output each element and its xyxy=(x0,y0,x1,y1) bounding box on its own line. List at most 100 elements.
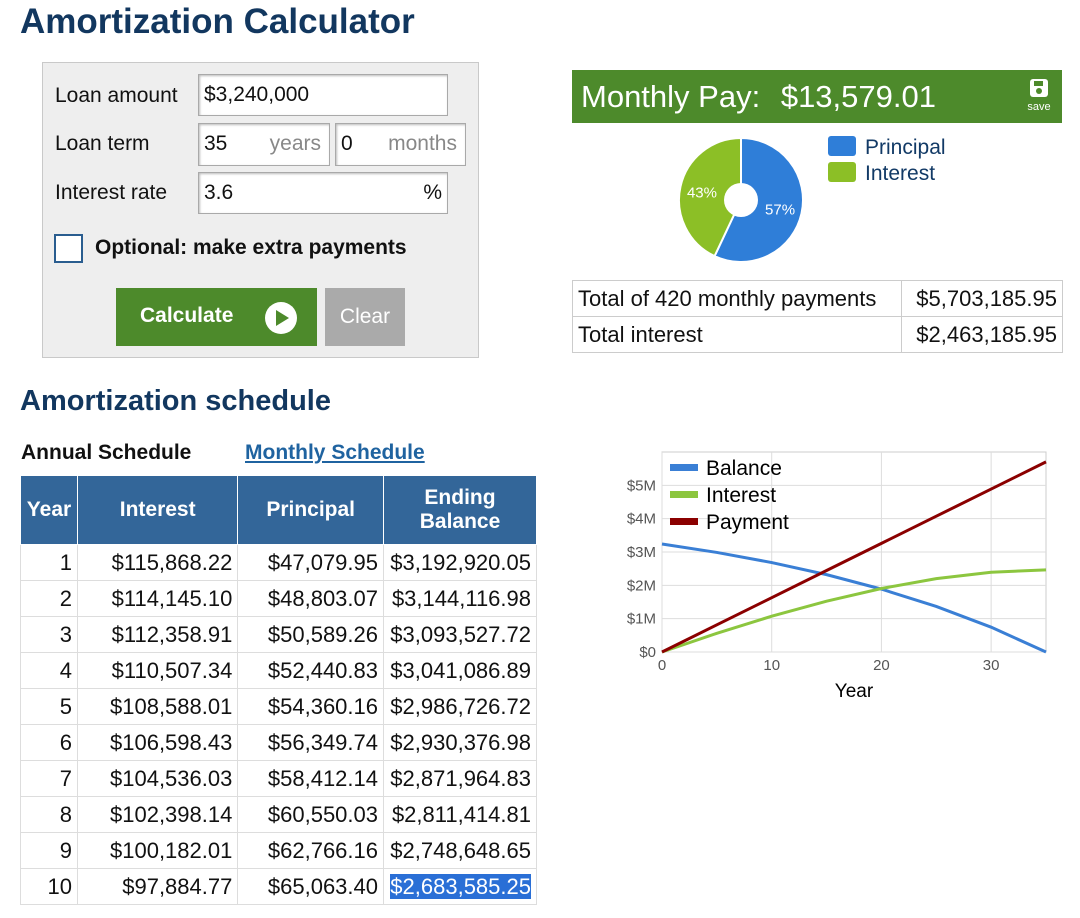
interest-value: 3.6 xyxy=(204,181,234,204)
schedule-row: 3 $112,358.91 $50,589.26 $3,093,527.72 xyxy=(20,616,537,653)
column-header: Year xyxy=(20,475,78,545)
cell-text: 9 xyxy=(59,837,72,863)
years-unit: years xyxy=(269,132,321,155)
term-years-input[interactable]: 35 years xyxy=(198,123,330,166)
summary-cell: Total interest xyxy=(572,316,902,353)
summary-cell: $2,463,185.95 xyxy=(900,316,1064,353)
save-button[interactable]: save xyxy=(1024,78,1054,113)
schedule-row: 9 $100,182.01 $62,766.16 $2,748,648.65 xyxy=(20,832,537,869)
annual-tab[interactable]: Annual Schedule xyxy=(21,441,192,464)
legend-label: Interest xyxy=(865,162,935,185)
page-title: Amortization Calculator xyxy=(20,2,415,41)
calculate-button[interactable]: Calculate xyxy=(116,288,317,346)
column-header: Principal xyxy=(237,475,384,545)
cell-text: 3 xyxy=(59,621,72,647)
cell-text: 8 xyxy=(59,801,72,827)
schedule-row: 10 $97,884.77 $65,063.40 $2,683,585.25 xyxy=(20,868,537,905)
schedule-cell: $97,884.77 xyxy=(76,868,239,905)
schedule-cell: $115,868.22 xyxy=(76,544,239,581)
x-tick-label: 20 xyxy=(873,657,890,674)
monthly-value: $13,579.01 xyxy=(780,79,936,114)
summary-cell: $5,703,185.95 xyxy=(900,280,1064,317)
schedule-cell: 5 xyxy=(20,688,78,725)
x-tick-label: 30 xyxy=(983,657,1000,674)
schedule-cell: 8 xyxy=(20,796,78,833)
cell-text: 7 xyxy=(59,765,72,791)
series-line xyxy=(661,542,1047,654)
schedule-cell: $58,412.14 xyxy=(237,760,384,797)
cell-text: $48,803.07 xyxy=(267,585,378,611)
schedule-cell: $50,589.26 xyxy=(237,616,384,653)
summary-table: Total of 420 monthly payments $5,703,185.… xyxy=(572,280,1064,353)
pie-slice xyxy=(713,136,804,263)
extra-label[interactable]: Optional: make extra payments xyxy=(95,236,407,259)
cell-text: $47,079.95 xyxy=(267,549,378,575)
cell-text: $114,145.10 xyxy=(111,585,233,611)
schedule-cell: $54,360.16 xyxy=(237,688,384,725)
schedule-cell: $65,063.40 xyxy=(237,868,384,905)
cell-text: $58,412.14 xyxy=(267,765,378,791)
column-header: Interest xyxy=(76,475,239,545)
schedule-title: Amortization schedule xyxy=(20,385,331,417)
percent-unit: % xyxy=(423,181,442,204)
monthly-tab[interactable]: Monthly Schedule xyxy=(245,441,425,464)
term-years: 35 xyxy=(204,132,228,155)
term-months-input[interactable]: 0 months xyxy=(335,123,466,166)
schedule-cell: 3 xyxy=(20,616,78,653)
y-tick-label: $5M xyxy=(627,477,656,494)
schedule-cell: $3,144,116.98 xyxy=(383,580,537,617)
clear-button[interactable]: Clear xyxy=(325,288,405,346)
schedule-cell: $3,093,527.72 xyxy=(383,616,537,653)
schedule-cell: $110,507.34 xyxy=(76,652,239,689)
schedule-cell: 4 xyxy=(20,652,78,689)
x-axis-label: Year xyxy=(835,681,874,702)
schedule-cell: $102,398.14 xyxy=(76,796,239,833)
cell-text: $3,041,086.89 xyxy=(390,657,531,683)
schedule-cell: 1 xyxy=(20,544,78,581)
schedule-row: 7 $104,536.03 $58,412.14 $2,871,964.83 xyxy=(20,760,537,797)
legend-label: Balance xyxy=(706,457,782,480)
series-line xyxy=(661,460,1047,654)
legend-label: Principal xyxy=(865,136,946,159)
schedule-cell: 6 xyxy=(20,724,78,761)
cell-text: $100,182.01 xyxy=(110,837,233,863)
schedule-cell: $48,803.07 xyxy=(237,580,384,617)
pie-hole xyxy=(724,183,758,217)
extra-checkbox[interactable] xyxy=(54,234,83,263)
loan-amount-input[interactable]: $3,240,000 xyxy=(198,74,448,116)
line-chart: $0 $1M $2M $3M $4M $5M 0 10 20 30 Year Balance Inter… xyxy=(627,451,1047,702)
save-icon xyxy=(1030,79,1048,97)
schedule-cell: $112,358.91 xyxy=(76,616,239,653)
schedule-cell: $2,683,585.25 xyxy=(383,868,537,905)
slice-label: 43% xyxy=(687,184,717,201)
cell-text: $110,507.34 xyxy=(111,657,233,683)
legend-swatch xyxy=(670,491,698,498)
cell-text: $97,884.77 xyxy=(122,873,233,899)
cell-text: $3,144,116.98 xyxy=(391,585,531,611)
cell-text: $106,598.43 xyxy=(110,729,233,755)
schedule-cell: $62,766.16 xyxy=(237,832,384,869)
x-tick-label: 10 xyxy=(763,657,780,674)
schedule-cell: $2,811,414.81 xyxy=(383,796,537,833)
series-line xyxy=(661,568,1047,654)
schedule-cell: $100,182.01 xyxy=(76,832,239,869)
cell-text: 1 xyxy=(59,549,72,575)
schedule-cell: 7 xyxy=(20,760,78,797)
interest-label: Interest rate xyxy=(55,181,168,204)
interest-input[interactable]: 3.6% xyxy=(198,172,448,214)
column-header: Ending Balance xyxy=(383,475,537,545)
cell-text: $2,811,414.81 xyxy=(391,801,531,827)
schedule-row: 4 $110,507.34 $52,440.83 $3,041,086.89 xyxy=(20,652,537,689)
schedule-cell: $47,079.95 xyxy=(237,544,384,581)
schedule-cell: $108,588.01 xyxy=(76,688,239,725)
calculate-text: Calculate xyxy=(140,304,234,327)
cell-text: 10 xyxy=(47,873,72,899)
cell-text: $2,683,585.25 xyxy=(390,873,531,899)
monthly-label: Monthly Pay: xyxy=(581,79,761,114)
y-tick-label: $4M xyxy=(627,511,656,528)
months-unit: months xyxy=(388,132,457,155)
cell-text: $52,440.83 xyxy=(267,657,378,683)
legend-swatch xyxy=(828,162,856,182)
cell-text: $62,766.16 xyxy=(267,837,378,863)
slice-label: 57% xyxy=(765,202,795,219)
